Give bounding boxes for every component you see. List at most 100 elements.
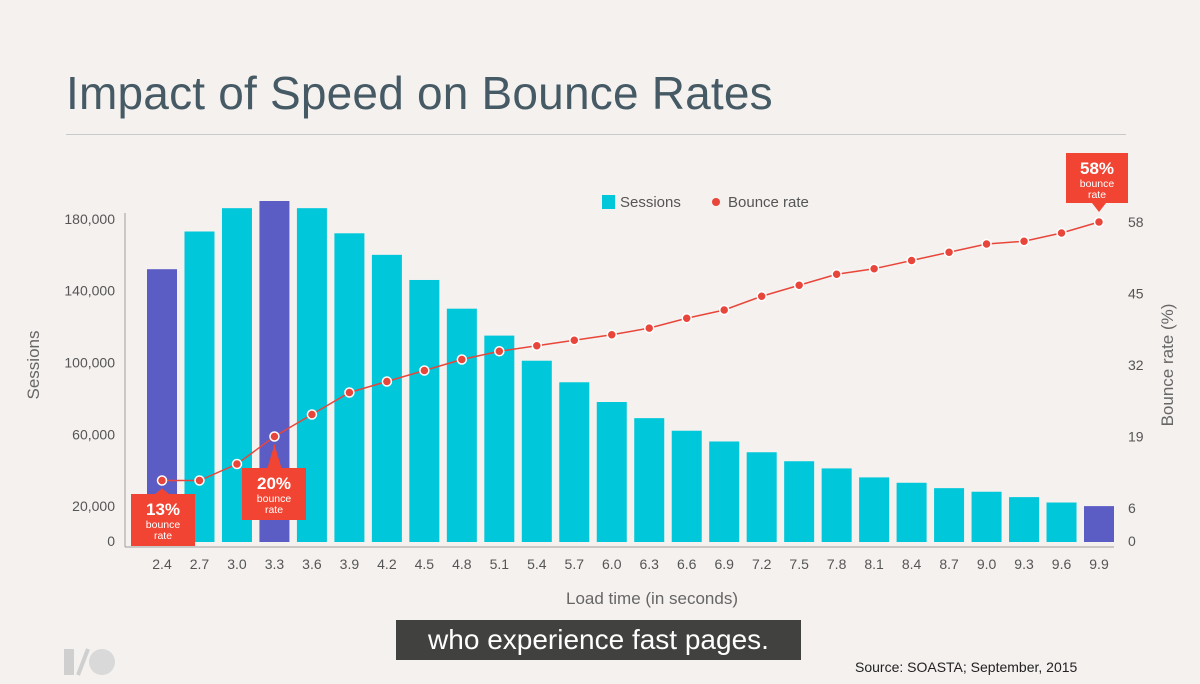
bounce-point-6.3 [643,322,655,334]
y2-axis-title: Bounce rate (%) [1158,304,1177,427]
bar-4.2 [371,254,402,542]
callout-label: bounce [1080,178,1115,190]
bounce-point-6.9 [718,304,730,316]
bar-8.7 [934,488,965,542]
bounce-point-9.3 [1018,236,1030,247]
x-tick-label: 2.7 [190,556,210,572]
bounce-point-4.5 [419,365,430,376]
y-tick-label: 60,000 [72,426,115,442]
callout-label: bounce [257,493,292,505]
bar-6.6 [671,430,702,542]
google-io-logo-icon [64,645,120,684]
x-tick-label: 9.6 [1052,556,1072,572]
bar-7.8 [821,468,852,542]
bar-5.1 [484,335,515,542]
x-tick-label: 8.7 [939,556,959,572]
bar-4.8 [446,308,477,542]
x-tick-label: 6.0 [602,556,622,572]
x-tick-label: 3.3 [265,556,285,572]
bar-7.5 [784,461,815,542]
x-tick-label: 9.3 [1014,556,1034,572]
x-tick-label: 8.4 [902,556,922,572]
x-tick-label: 7.8 [827,556,847,572]
x-tick-label: 5.1 [490,556,510,572]
bar-5.7 [559,382,590,542]
x-axis-title: Load time (in seconds) [566,589,738,608]
bar-4.5 [409,279,440,542]
callout-label: rate [154,530,172,542]
bounce-point-7.5 [793,280,805,291]
y-tick-label: 100,000 [64,355,115,371]
bounce-point-7.8 [831,269,842,280]
x-tick-label: 4.8 [452,556,472,572]
x-tick-label: 6.9 [714,556,734,572]
bar-9.3 [1009,497,1040,542]
x-tick-label: 3.9 [340,556,360,572]
callout-value: 20% [257,474,291,493]
y-axis-title: Sessions [24,331,43,400]
bounce-point-3.9 [344,387,355,398]
y-tick-label: 0 [107,533,115,549]
x-tick-label: 4.5 [415,556,435,572]
y2-tick-label: 0 [1128,533,1136,549]
bar-8.4 [896,482,927,542]
bounce-point-7.2 [756,291,767,302]
bounce-point-5.7 [569,335,580,346]
x-tick-label: 9.9 [1089,556,1109,572]
bounce-point-8.7 [943,247,955,258]
bounce-point-2.7 [194,475,205,486]
bounce-point-3.6 [306,409,318,420]
bar-6.9 [709,441,740,542]
x-tick-label: 3.6 [302,556,322,572]
x-tick-label: 2.4 [152,556,172,572]
bounce-point-9.0 [981,238,992,250]
callout-value: 58% [1080,159,1114,178]
bar-5.4 [521,360,552,542]
bounce-point-8.1 [868,263,880,274]
y2-tick-label: 32 [1128,357,1144,373]
bounce-point-6.0 [606,329,618,340]
x-tick-label: 5.7 [565,556,585,572]
source-note: Source: SOASTA; September, 2015 [855,659,1078,675]
slide-title: Impact of Speed on Bounce Rates [66,67,773,119]
y-tick-label: 140,000 [64,283,115,299]
x-tick-label: 5.4 [527,556,547,572]
bounce-point-8.4 [906,255,917,266]
x-tick-label: 8.1 [864,556,884,572]
y-tick-label: 180,000 [64,211,115,227]
legend-bounce-marker [712,198,720,206]
bar-9.0 [971,491,1002,542]
bounce-point-4.8 [456,354,468,365]
legend-bounce-label: Bounce rate [728,194,809,211]
bounce-point-5.4 [531,340,543,351]
bar-8.1 [859,477,890,542]
callout-label: bounce [146,519,181,531]
video-caption: who experience fast pages. [396,620,801,660]
bar-7.2 [746,452,777,542]
x-tick-label: 7.2 [752,556,772,572]
x-tick-label: 4.2 [377,556,397,572]
y2-tick-label: 6 [1128,500,1136,516]
callout-label: rate [1088,189,1106,201]
bounce-point-9.9 [1093,216,1105,228]
bar-9.9 [1084,506,1114,542]
bounce-rate-line [162,221,1100,482]
x-tick-label: 7.5 [789,556,809,572]
legend-sessions-swatch [602,195,615,209]
x-tick-label: 3.0 [227,556,247,572]
y2-tick-label: 19 [1128,429,1144,445]
bounce-point-3.3 [269,431,280,442]
bounce-point-4.2 [381,376,393,387]
y2-tick-label: 58 [1128,214,1144,230]
title-divider [66,134,1126,135]
bar-6.3 [634,418,665,542]
x-tick-label: 9.0 [977,556,997,572]
bar-2.7 [184,231,215,542]
bounce-point-5.1 [494,346,505,357]
y2-tick-label: 45 [1128,286,1144,302]
bounce-point-2.4 [156,475,168,486]
bounce-point-9.6 [1056,227,1067,239]
bar-6.0 [596,402,627,542]
